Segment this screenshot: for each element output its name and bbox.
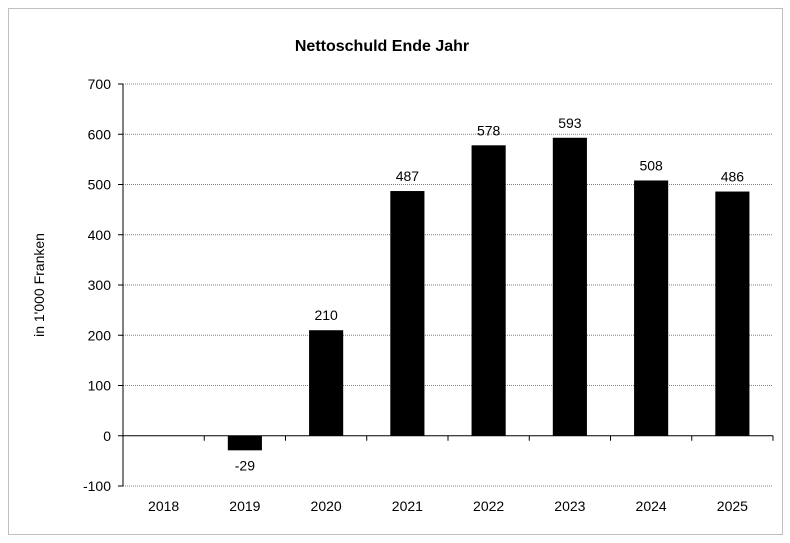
bar-2023: [552, 137, 587, 436]
data-label-2022: 578: [477, 122, 501, 138]
y-tick-label: 600: [88, 126, 112, 142]
axes: -100 0 100 200 300 400 500 600 700 2018 2019 2020 20…: [83, 76, 774, 514]
x-tick-label: 2020: [311, 498, 342, 514]
data-label-2025: 486: [721, 169, 745, 185]
x-tick-label: 2022: [473, 498, 504, 514]
data-label-2020: 210: [314, 307, 338, 323]
data-label-2021: 487: [396, 168, 420, 184]
y-tick-label: 200: [88, 327, 112, 343]
y-tick-label: 400: [88, 227, 112, 243]
y-axis-label: in 1'000 Franken: [31, 233, 47, 337]
x-tick-label: 2024: [636, 498, 667, 514]
x-tick-label: 2021: [392, 498, 423, 514]
data-labels: -29 210 487 578 593 508 486: [235, 115, 745, 474]
y-tick-label: 0: [103, 428, 111, 444]
y-tick-label: 300: [88, 277, 112, 293]
data-label-2024: 508: [639, 157, 663, 173]
bar-2024: [634, 180, 669, 436]
chart-title: Nettoschuld Ende Jahr: [295, 38, 469, 55]
y-tick-label: 500: [88, 177, 112, 193]
grid-lines: [123, 83, 773, 487]
x-tick-label: 2019: [229, 498, 260, 514]
bar-2020: [309, 330, 344, 436]
x-tick-label: 2023: [554, 498, 585, 514]
y-tick-label: 700: [88, 76, 112, 92]
bar-2022: [471, 145, 506, 436]
bars: [227, 137, 750, 451]
y-tick-label: 100: [88, 378, 112, 394]
bar-2019: [227, 435, 262, 451]
x-tick-label: 2018: [148, 498, 179, 514]
bar-2025: [715, 191, 750, 436]
y-tick-label: -100: [83, 478, 111, 494]
bar-2021: [390, 191, 425, 436]
data-label-2023: 593: [558, 115, 582, 131]
x-tick-label: 2025: [717, 498, 748, 514]
data-label-2019: -29: [235, 457, 255, 473]
